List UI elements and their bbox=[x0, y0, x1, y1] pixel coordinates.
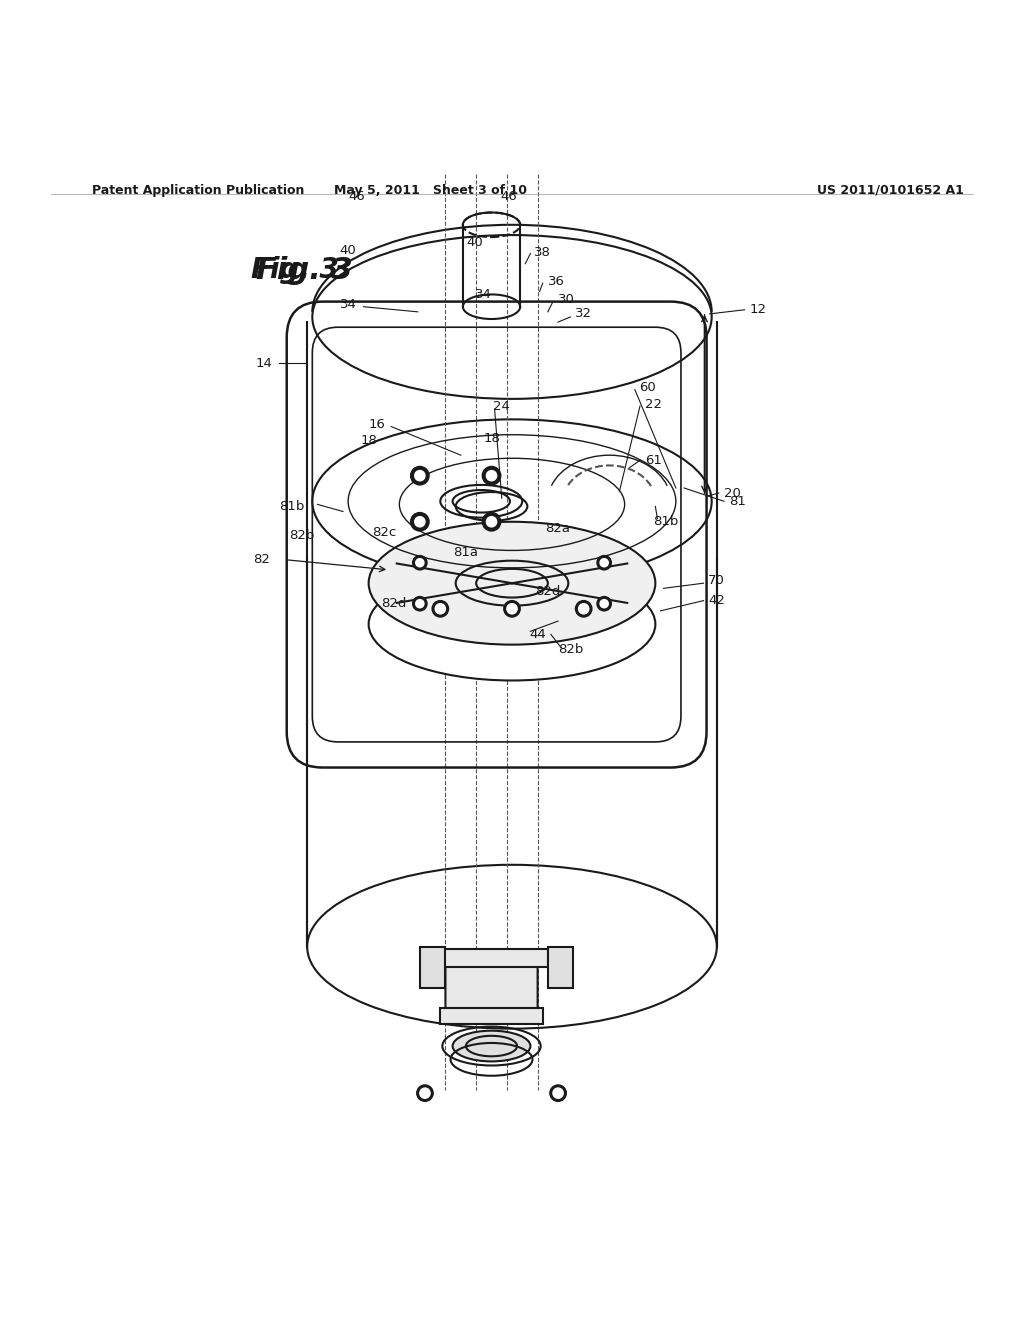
Text: 82d: 82d bbox=[536, 585, 560, 598]
Circle shape bbox=[435, 603, 445, 614]
Text: 32: 32 bbox=[575, 308, 592, 321]
Text: 81b: 81b bbox=[653, 515, 678, 528]
Ellipse shape bbox=[312, 235, 712, 399]
Text: 61: 61 bbox=[645, 454, 662, 467]
Text: 46: 46 bbox=[348, 190, 365, 203]
Circle shape bbox=[415, 470, 425, 480]
Text: 12: 12 bbox=[750, 304, 766, 317]
Circle shape bbox=[600, 558, 608, 566]
Circle shape bbox=[415, 516, 425, 527]
Circle shape bbox=[432, 601, 449, 616]
Circle shape bbox=[597, 556, 611, 570]
Circle shape bbox=[486, 516, 497, 527]
Text: 34: 34 bbox=[340, 298, 356, 312]
Text: 20: 20 bbox=[724, 487, 740, 499]
Circle shape bbox=[417, 1085, 433, 1101]
Text: 40: 40 bbox=[340, 244, 356, 257]
Circle shape bbox=[579, 603, 589, 614]
Circle shape bbox=[420, 1088, 430, 1098]
Bar bbox=[440, 1008, 543, 1023]
Text: 81a: 81a bbox=[454, 546, 478, 558]
Text: 82b: 82b bbox=[290, 528, 314, 541]
Circle shape bbox=[413, 556, 427, 570]
Text: May 5, 2011   Sheet 3 of 10: May 5, 2011 Sheet 3 of 10 bbox=[334, 183, 526, 197]
Text: 46: 46 bbox=[501, 190, 517, 203]
Text: 82c: 82c bbox=[372, 525, 396, 539]
Text: 30: 30 bbox=[558, 293, 574, 306]
Text: 24: 24 bbox=[494, 400, 510, 413]
Circle shape bbox=[600, 599, 608, 607]
Circle shape bbox=[411, 512, 429, 531]
Text: 82a: 82a bbox=[546, 523, 570, 536]
Text: 38: 38 bbox=[535, 246, 551, 259]
Circle shape bbox=[486, 470, 497, 480]
Circle shape bbox=[504, 601, 520, 616]
Text: 16: 16 bbox=[369, 418, 385, 430]
Text: Fig. 3: Fig. 3 bbox=[256, 256, 352, 285]
Ellipse shape bbox=[312, 420, 712, 583]
Text: 70: 70 bbox=[709, 574, 725, 586]
Circle shape bbox=[413, 597, 427, 611]
Text: 82: 82 bbox=[253, 553, 269, 566]
Text: 81b: 81b bbox=[280, 500, 304, 513]
Ellipse shape bbox=[307, 865, 717, 1028]
Circle shape bbox=[597, 597, 611, 611]
Text: 36: 36 bbox=[548, 275, 564, 288]
Text: 34: 34 bbox=[475, 288, 492, 301]
Text: Patent Application Publication: Patent Application Publication bbox=[92, 183, 304, 197]
Circle shape bbox=[482, 466, 501, 484]
Bar bbox=[420, 946, 445, 987]
Text: 14: 14 bbox=[256, 356, 272, 370]
Text: US 2011/0101652 A1: US 2011/0101652 A1 bbox=[817, 183, 965, 197]
FancyBboxPatch shape bbox=[445, 952, 538, 1014]
Bar bbox=[435, 949, 548, 968]
Circle shape bbox=[416, 558, 424, 566]
Ellipse shape bbox=[369, 568, 655, 681]
Text: 22: 22 bbox=[645, 397, 662, 411]
Text: 81: 81 bbox=[729, 495, 745, 508]
Bar bbox=[548, 946, 573, 987]
Circle shape bbox=[575, 601, 592, 616]
Text: 82d: 82d bbox=[382, 597, 407, 610]
Circle shape bbox=[550, 1085, 566, 1101]
Ellipse shape bbox=[453, 1031, 530, 1061]
Text: 18: 18 bbox=[483, 433, 500, 445]
Text: 60: 60 bbox=[639, 381, 655, 395]
Circle shape bbox=[482, 512, 501, 531]
Ellipse shape bbox=[369, 521, 655, 644]
Text: Fig. 3: Fig. 3 bbox=[251, 256, 339, 284]
Circle shape bbox=[553, 1088, 563, 1098]
Text: 82b: 82b bbox=[558, 643, 583, 656]
Text: 44: 44 bbox=[529, 628, 546, 642]
Text: 40: 40 bbox=[467, 236, 483, 248]
Circle shape bbox=[411, 466, 429, 484]
Text: 42: 42 bbox=[709, 594, 725, 607]
Circle shape bbox=[507, 603, 517, 614]
Text: 18: 18 bbox=[360, 434, 377, 447]
Circle shape bbox=[416, 599, 424, 607]
